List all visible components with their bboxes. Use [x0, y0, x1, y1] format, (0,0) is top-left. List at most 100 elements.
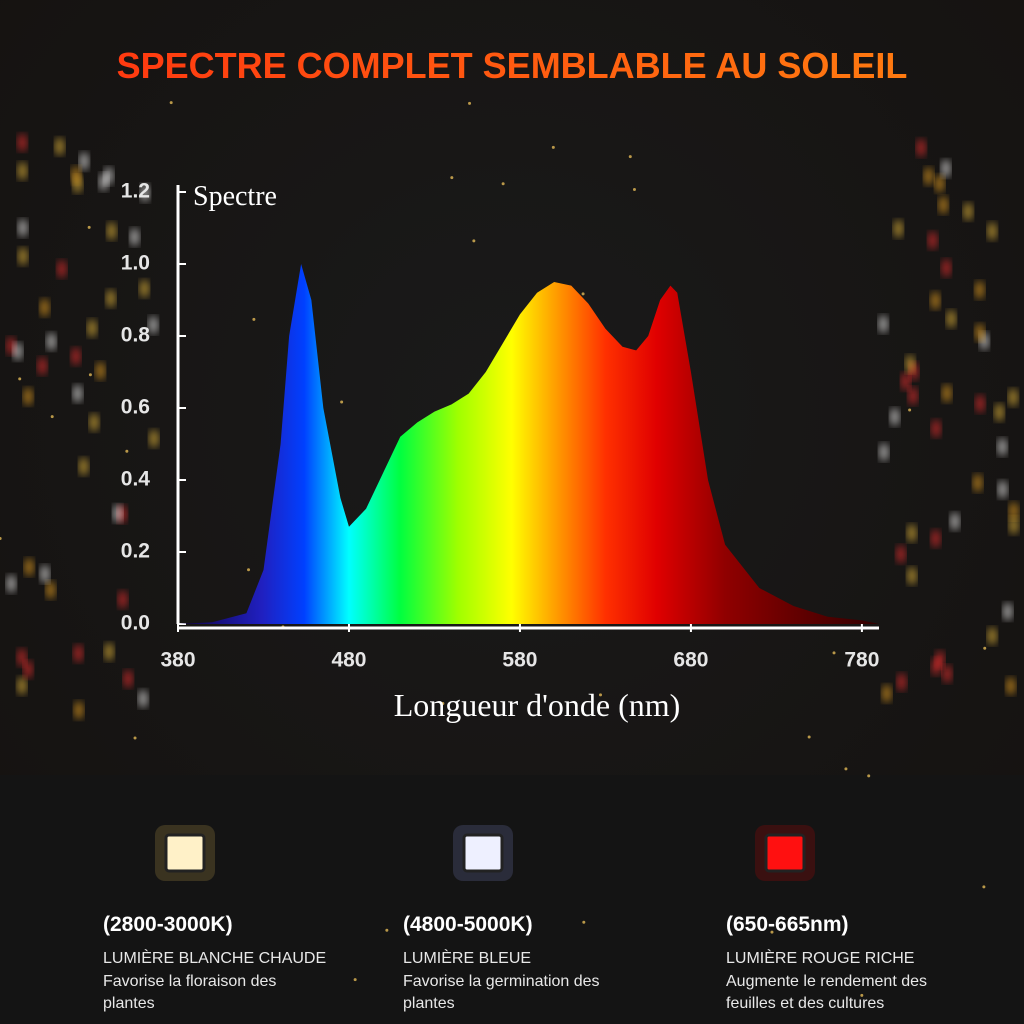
x-tick-label: 380	[160, 649, 195, 672]
light-dot	[123, 669, 134, 688]
light-dot	[1008, 502, 1019, 521]
light-dot	[89, 413, 100, 432]
led-warm	[164, 833, 206, 873]
light-dot	[916, 138, 927, 157]
star	[125, 449, 129, 453]
y-tick-label: 0.8	[121, 324, 151, 347]
y-tick-label: 0.2	[121, 540, 150, 563]
x-tick-label: 780	[844, 649, 879, 672]
light-dot	[1002, 602, 1013, 621]
light-dot	[54, 137, 65, 156]
light-dot	[16, 648, 27, 667]
star	[247, 568, 251, 572]
light-dot	[934, 174, 945, 193]
star	[450, 176, 454, 180]
light-dot	[906, 566, 917, 585]
light-dot	[930, 291, 941, 310]
light-dot	[45, 580, 56, 599]
light-dot	[78, 457, 89, 476]
star	[867, 774, 871, 778]
star	[581, 292, 585, 296]
star	[807, 735, 811, 739]
plot: 0.0 0.2 0.4 0.6 0.8 1.0 1.2 380 480 580 680 780	[121, 180, 880, 672]
light-dot	[878, 443, 889, 462]
star	[632, 187, 636, 191]
light-dot	[73, 701, 84, 720]
light-dot	[71, 166, 82, 185]
feature-description: Favorise la germination des plantes	[403, 973, 600, 1012]
light-dot	[997, 480, 1008, 499]
light-dot	[940, 159, 951, 178]
star	[340, 400, 344, 404]
light-dot	[896, 673, 907, 692]
light-dot	[23, 660, 34, 679]
feature-label: LUMIÈRE BLANCHE CHAUDE	[103, 948, 326, 967]
feature-label: LUMIÈRE BLEUE	[403, 948, 531, 967]
light-dot	[927, 231, 938, 250]
star	[908, 408, 912, 412]
light-dot	[972, 473, 983, 492]
star	[50, 415, 54, 419]
star	[983, 646, 987, 650]
star	[860, 993, 864, 997]
star	[0, 536, 2, 540]
footer-band	[0, 775, 1024, 1024]
light-dot	[17, 133, 28, 152]
star	[582, 920, 586, 924]
x-tick-label: 680	[673, 649, 708, 672]
light-dot	[949, 512, 960, 531]
y-tick-label: 1.2	[121, 180, 150, 203]
light-dot	[881, 684, 892, 703]
light-dot	[941, 258, 952, 277]
light-dot	[1005, 677, 1016, 696]
light-dot	[129, 228, 140, 247]
light-dot	[79, 152, 90, 171]
star	[88, 373, 92, 377]
led-blue	[462, 833, 504, 873]
y-tick-label: 0.4	[121, 468, 151, 491]
light-dot	[148, 315, 159, 334]
light-dot	[87, 319, 98, 338]
feature-heading: (650-665nm)	[726, 913, 849, 936]
x-axis-label: Longueur d'onde (nm)	[394, 687, 681, 723]
star	[87, 225, 91, 229]
light-dot	[942, 664, 953, 683]
feature-heading: (2800-3000K)	[103, 913, 233, 936]
spectrum-area	[178, 264, 879, 624]
light-dot	[930, 529, 941, 548]
feature-description: Favorise la floraison des plantes	[103, 973, 276, 1012]
light-dot	[72, 384, 83, 403]
feature-label: LUMIÈRE ROUGE RICHE	[726, 948, 914, 967]
light-dot	[1008, 516, 1019, 535]
star	[468, 101, 472, 105]
light-dot	[112, 504, 123, 523]
light-dot	[1008, 388, 1019, 407]
led-red	[764, 833, 806, 873]
light-dot	[70, 347, 81, 366]
star	[472, 239, 476, 243]
star	[252, 317, 256, 321]
light-dot	[148, 429, 159, 448]
x-tick-label: 580	[502, 649, 537, 672]
light-dot	[975, 394, 986, 413]
light-dot	[931, 419, 942, 438]
light-dot	[905, 355, 916, 374]
light-dot	[104, 642, 115, 661]
light-dot	[17, 247, 28, 266]
star	[844, 767, 848, 771]
light-dot	[16, 676, 27, 695]
star	[441, 701, 445, 705]
y-tick-label: 0.6	[121, 396, 150, 419]
star	[599, 693, 603, 697]
light-dot	[106, 222, 117, 241]
light-dot	[24, 558, 35, 577]
y-axis-label: Spectre	[193, 181, 277, 212]
light-dot	[987, 626, 998, 645]
light-dot	[900, 372, 911, 391]
light-dot	[56, 260, 67, 279]
light-dot	[907, 386, 918, 405]
light-dot	[994, 403, 1005, 422]
star	[982, 885, 986, 889]
star	[133, 736, 137, 740]
